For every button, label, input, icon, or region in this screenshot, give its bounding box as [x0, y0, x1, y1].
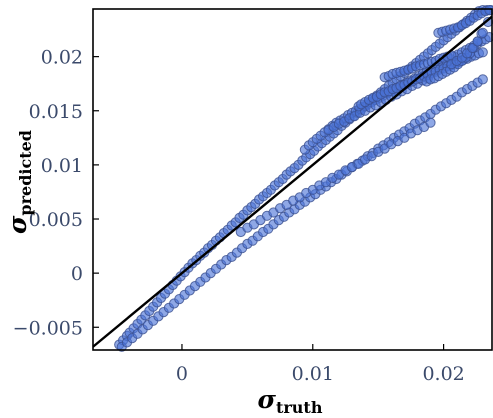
- x-axis-label: σtruth: [258, 385, 323, 417]
- y-axis-ticks: −0.005 0 0.005 0.01 0.015 0.02: [13, 47, 99, 339]
- data-point: [467, 42, 478, 54]
- y-axis-label-subscript: predicted: [16, 130, 35, 216]
- x-tick-label: 0: [176, 363, 188, 385]
- plot-frame: [92, 8, 493, 351]
- x-axis-ticks: 0 0.01 0.02: [176, 344, 465, 385]
- y-tick-label: 0.015: [29, 101, 83, 123]
- x-axis-label-symbol: σ: [258, 385, 277, 414]
- y-axis-label: σpredicted: [3, 130, 35, 234]
- data-point: [425, 117, 436, 128]
- y-tick-label: 0.01: [41, 155, 83, 177]
- y-tick-label: 0: [71, 263, 83, 285]
- data-point: [477, 27, 488, 38]
- y-tick-label: 0.005: [29, 209, 83, 231]
- data-points: [114, 5, 493, 352]
- data-point: [484, 5, 493, 16]
- data-point: [472, 36, 483, 47]
- data-point: [477, 47, 488, 58]
- y-tick-label: −0.005: [13, 317, 83, 339]
- x-tick-label: 0.02: [422, 363, 464, 385]
- x-axis-label-subscript: truth: [276, 398, 323, 417]
- y-tick-label: 0.02: [41, 47, 83, 69]
- identity-reference-line: [92, 15, 493, 348]
- data-point: [477, 74, 488, 85]
- y-axis-label-symbol: σ: [3, 215, 32, 234]
- x-tick-label: 0.01: [292, 363, 334, 385]
